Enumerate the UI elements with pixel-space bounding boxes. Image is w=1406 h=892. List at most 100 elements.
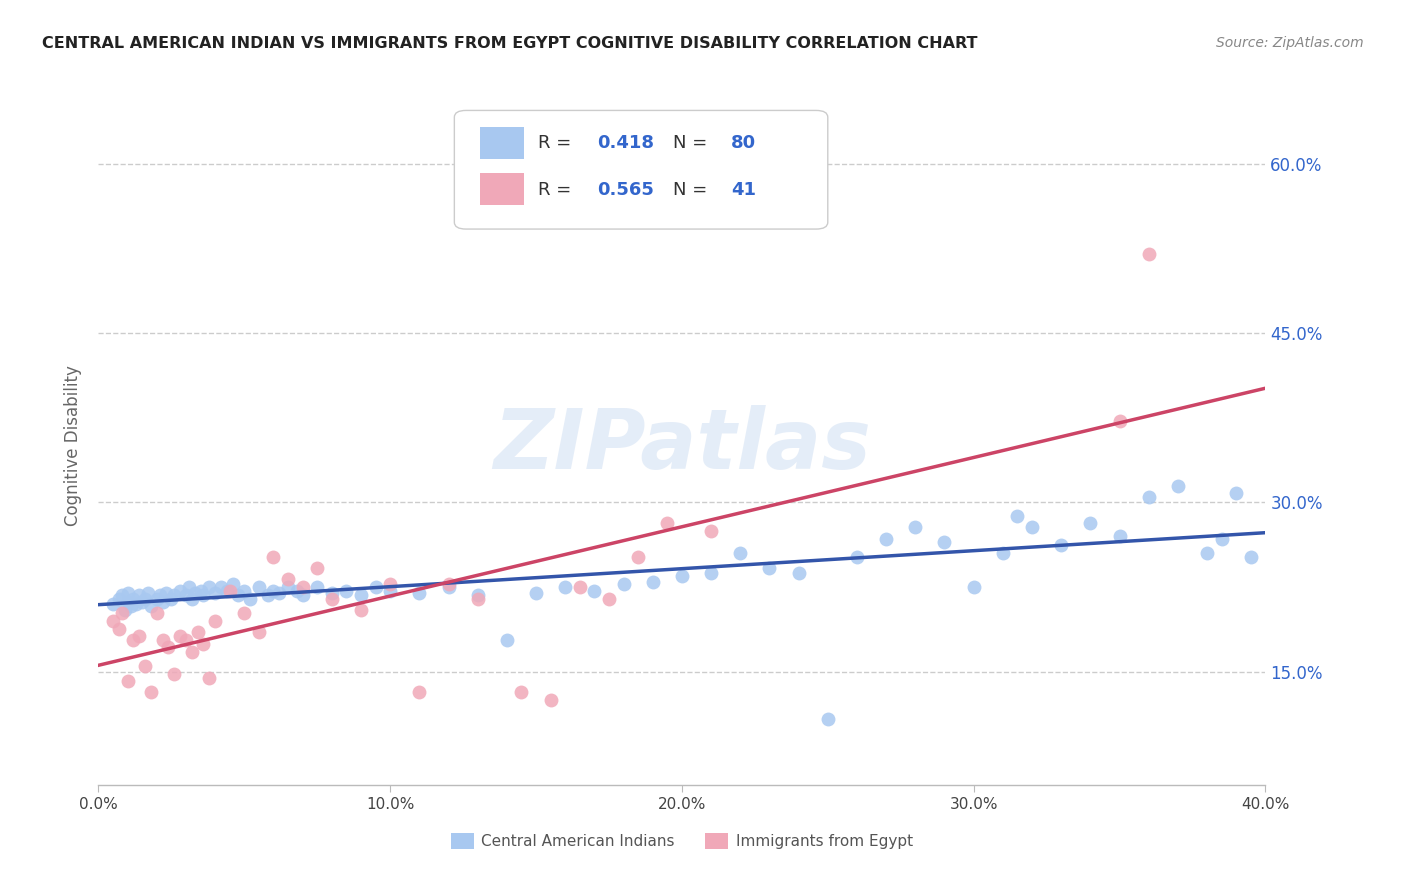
Point [134,659,156,673]
Point [198,580,221,594]
Point [183,586,205,600]
Point [1137,490,1160,504]
Point [215,583,238,598]
Point [101,597,124,611]
Point [583,583,606,598]
Point [934,535,956,549]
Point [408,685,430,699]
Point [139,599,162,614]
Point [380,583,402,598]
Point [269,586,291,600]
Point [524,586,547,600]
Point [169,629,191,643]
Point [277,572,299,586]
Point [437,577,460,591]
Point [117,595,139,609]
Legend: Central American Indians, Immigrants from Egypt: Central American Indians, Immigrants fro… [444,827,920,855]
Point [262,549,284,564]
Text: N =: N = [672,181,713,200]
Point [641,574,664,589]
Point [612,577,634,591]
Point [291,588,314,602]
Point [108,622,131,636]
Point [627,549,650,564]
Point [307,561,329,575]
Point [131,595,153,609]
Point [1225,486,1247,500]
Text: CENTRAL AMERICAN INDIAN VS IMMIGRANTS FROM EGYPT COGNITIVE DISABILITY CORRELATIO: CENTRAL AMERICAN INDIAN VS IMMIGRANTS FR… [42,36,977,51]
Point [209,580,232,594]
Point [1050,538,1073,552]
Point [700,524,723,538]
Point [155,586,177,600]
Point [787,566,810,580]
Point [904,520,927,534]
Point [120,599,142,614]
Point [152,633,174,648]
Point [730,546,752,560]
Point [128,588,150,602]
Point [1007,509,1029,524]
Point [198,671,221,685]
Text: 41: 41 [731,181,756,200]
Point [117,673,139,688]
Text: 0.418: 0.418 [596,134,654,152]
Text: 80: 80 [731,134,756,152]
Point [437,580,460,594]
Point [1211,532,1233,546]
Point [111,588,134,602]
Point [1167,478,1189,492]
Point [1137,247,1160,261]
Text: N =: N = [672,134,713,152]
Point [380,577,402,591]
Point [408,586,430,600]
Point [122,591,145,606]
Point [117,586,139,600]
Point [540,693,562,707]
Point [1080,516,1102,530]
Point [218,583,240,598]
FancyBboxPatch shape [454,111,828,229]
Point [180,591,202,606]
Point [1021,520,1043,534]
Text: Source: ZipAtlas.com: Source: ZipAtlas.com [1216,36,1364,50]
Point [350,603,373,617]
Point [190,583,212,598]
Y-axis label: Cognitive Disability: Cognitive Disability [65,366,83,526]
Text: R =: R = [538,134,578,152]
Point [174,633,197,648]
Point [136,586,159,600]
Point [122,633,145,648]
Point [568,580,591,594]
Point [1195,546,1218,560]
Point [233,606,256,620]
Point [467,591,489,606]
Point [657,516,679,530]
Point [204,586,226,600]
Point [160,591,183,606]
Point [1240,549,1263,564]
Point [177,580,200,594]
Point [758,561,780,575]
Point [228,588,250,602]
Point [991,546,1014,560]
Point [125,597,148,611]
Point [157,640,180,654]
Point [204,614,226,628]
Point [277,580,299,594]
Point [152,595,174,609]
Point [671,569,693,583]
Point [496,633,519,648]
Point [1108,414,1130,428]
Point [700,566,723,580]
Point [1108,529,1130,543]
Point [108,591,131,606]
Point [321,586,343,600]
Point [101,614,124,628]
Point [163,588,186,602]
Point [875,532,897,546]
Point [193,588,215,602]
Point [174,588,197,602]
Point [364,580,387,594]
Point [187,625,209,640]
